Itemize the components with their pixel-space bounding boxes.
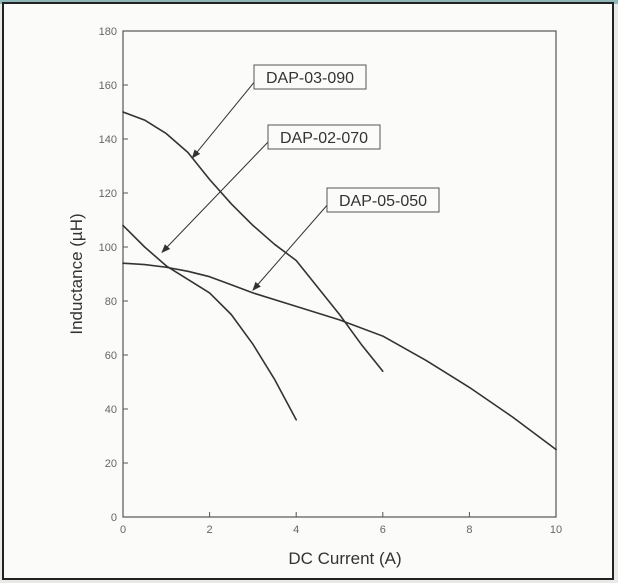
series-layer <box>122 111 557 451</box>
x-tick-label: 6 <box>380 524 386 536</box>
y-tick-label: 0 <box>111 512 117 524</box>
y-tick-label: 20 <box>105 458 117 470</box>
x-tick-label: 0 <box>120 524 126 536</box>
y-axis-ticks: 0 20 40 60 80 100 120 140 160 180 <box>99 26 128 524</box>
x-tick-label: 8 <box>466 524 472 536</box>
annotation-label: DAP-02-070 <box>280 130 368 147</box>
inductance-chart: 0 20 40 60 80 100 120 140 160 180 0 2 4 6 8 10 DAP-03-… <box>67 26 562 568</box>
y-tick-label: 40 <box>105 404 117 416</box>
annotation-arrow <box>252 202 330 291</box>
annotation-arrow <box>161 139 271 254</box>
y-tick-label: 120 <box>99 188 117 200</box>
series-line-dap-05-050 <box>122 262 557 451</box>
series-line-dap-03-090 <box>122 111 384 373</box>
y-tick-label: 100 <box>99 242 117 254</box>
y-tick-label: 60 <box>105 350 117 362</box>
annotation-box <box>253 64 367 90</box>
y-tick-label: 180 <box>99 26 117 38</box>
annotation-box <box>326 187 440 213</box>
annotation-layer: DAP-03-090 DAP-02-070 DAP-05-050 <box>161 64 440 291</box>
y-tick-label: 80 <box>105 296 117 308</box>
annotation-arrow <box>191 79 257 159</box>
annotation-box <box>267 124 381 150</box>
y-axis-label: Inductance (µH) <box>67 213 86 334</box>
x-axis-label: DC Current (A) <box>288 549 401 568</box>
x-tick-label: 4 <box>293 524 299 536</box>
x-tick-label: 2 <box>207 524 213 536</box>
series-line-dap-02-070 <box>122 224 298 421</box>
plot-area <box>122 30 557 518</box>
annotation-label: DAP-05-050 <box>339 193 427 210</box>
x-axis-ticks: 0 2 4 6 8 10 <box>120 512 562 536</box>
annotation-label: DAP-03-090 <box>266 70 354 87</box>
x-tick-label: 10 <box>550 524 562 536</box>
y-tick-label: 140 <box>99 134 117 146</box>
y-tick-label: 160 <box>99 80 117 92</box>
